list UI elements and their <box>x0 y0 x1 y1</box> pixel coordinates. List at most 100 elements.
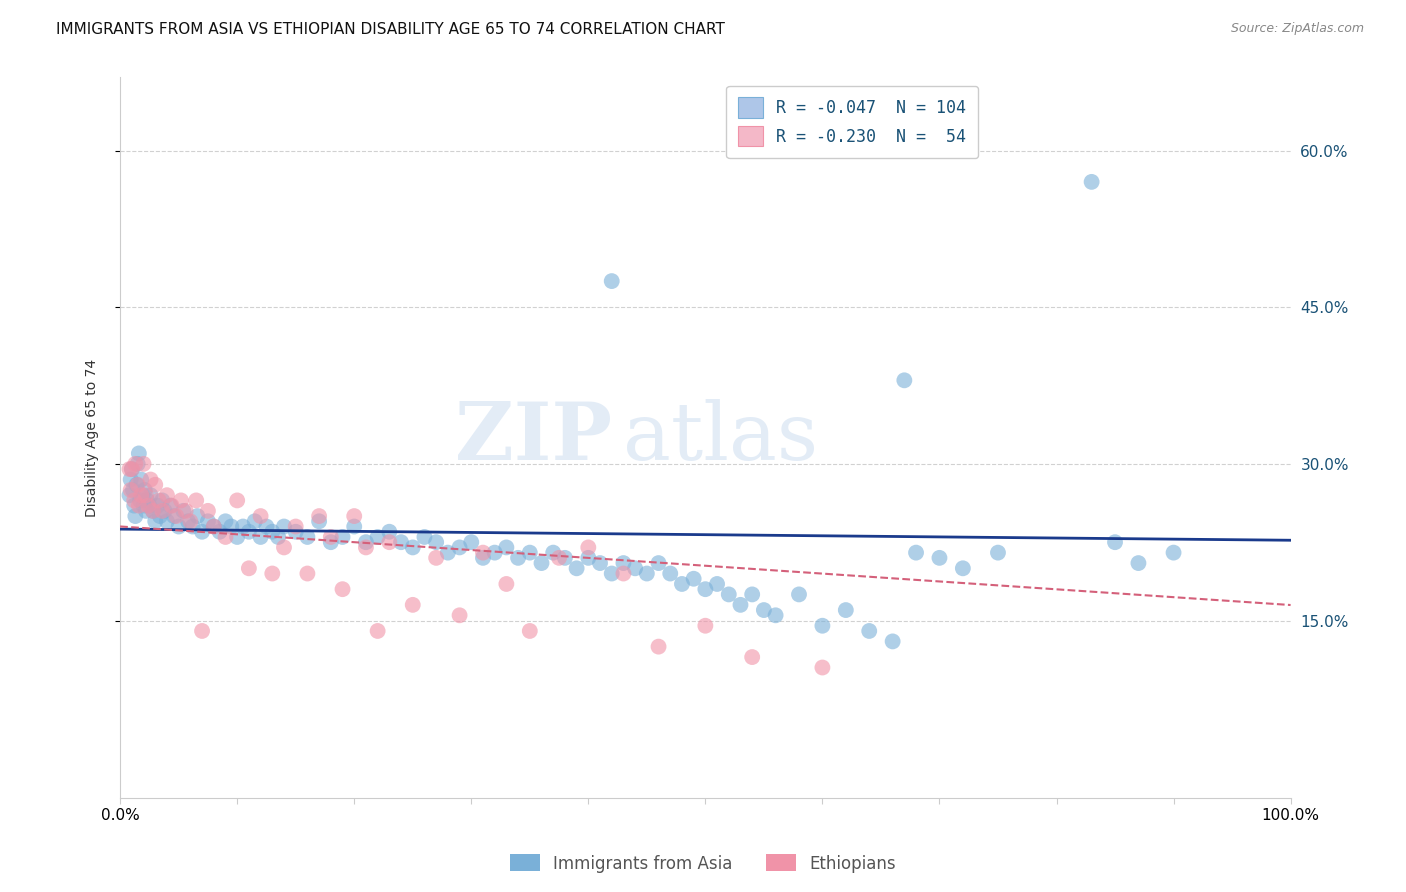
Point <box>1080 175 1102 189</box>
Point <box>148 493 170 508</box>
Point <box>186 509 208 524</box>
Point <box>519 624 541 638</box>
Point <box>682 572 704 586</box>
Point <box>554 550 576 565</box>
Point <box>177 514 200 528</box>
Point <box>273 541 295 555</box>
Point <box>354 541 377 555</box>
Point <box>752 603 775 617</box>
Point <box>519 546 541 560</box>
Point <box>139 473 162 487</box>
Point <box>811 660 834 674</box>
Text: atlas: atlas <box>623 399 818 476</box>
Point <box>600 566 623 581</box>
Point <box>128 446 150 460</box>
Point <box>297 566 319 581</box>
Point <box>484 546 506 560</box>
Point <box>706 577 728 591</box>
Point <box>565 561 588 575</box>
Point <box>131 488 153 502</box>
Point <box>576 541 599 555</box>
Point <box>150 493 173 508</box>
Point <box>143 477 166 491</box>
Y-axis label: Disability Age 65 to 74: Disability Age 65 to 74 <box>86 359 100 516</box>
Point <box>717 587 740 601</box>
Point <box>186 493 208 508</box>
Point <box>835 603 858 617</box>
Point <box>530 556 553 570</box>
Point <box>165 509 187 524</box>
Point <box>179 514 201 528</box>
Point <box>332 582 354 597</box>
Point <box>332 530 354 544</box>
Point <box>472 550 495 565</box>
Point <box>232 519 254 533</box>
Text: ZIP: ZIP <box>454 399 612 476</box>
Point <box>159 499 181 513</box>
Point <box>249 509 271 524</box>
Point <box>367 530 389 544</box>
Point <box>297 530 319 544</box>
Point <box>730 598 752 612</box>
Legend: R = -0.047  N = 104, R = -0.230  N =  54: R = -0.047 N = 104, R = -0.230 N = 54 <box>727 86 979 158</box>
Point <box>882 634 904 648</box>
Point <box>149 509 172 524</box>
Point <box>354 535 377 549</box>
Point <box>741 587 763 601</box>
Point <box>671 577 693 591</box>
Point <box>472 546 495 560</box>
Point <box>191 524 214 539</box>
Point <box>495 541 517 555</box>
Point <box>576 550 599 565</box>
Point <box>202 519 225 533</box>
Point <box>172 504 194 518</box>
Point <box>226 530 249 544</box>
Point <box>120 473 142 487</box>
Point <box>214 514 236 528</box>
Point <box>122 499 145 513</box>
Point <box>139 488 162 502</box>
Point <box>378 524 401 539</box>
Point <box>413 530 436 544</box>
Point <box>262 524 284 539</box>
Point <box>495 577 517 591</box>
Point <box>449 608 471 623</box>
Point <box>142 504 165 518</box>
Point <box>548 550 571 565</box>
Point <box>128 499 150 513</box>
Point <box>174 504 197 518</box>
Point <box>129 488 152 502</box>
Point <box>695 619 717 633</box>
Point <box>319 535 342 549</box>
Point <box>1163 546 1185 560</box>
Point <box>135 504 157 518</box>
Point <box>541 546 564 560</box>
Point <box>129 493 152 508</box>
Point <box>238 561 260 575</box>
Point <box>425 535 447 549</box>
Point <box>167 519 190 533</box>
Point <box>589 556 612 570</box>
Point <box>163 509 186 524</box>
Point <box>402 598 425 612</box>
Point <box>124 457 146 471</box>
Point <box>142 504 165 518</box>
Point <box>122 493 145 508</box>
Point <box>124 509 146 524</box>
Point <box>118 488 141 502</box>
Point <box>284 519 307 533</box>
Point <box>127 457 149 471</box>
Point <box>132 457 155 471</box>
Point <box>120 483 142 497</box>
Point <box>928 550 950 565</box>
Point <box>273 519 295 533</box>
Point <box>952 561 974 575</box>
Point <box>319 530 342 544</box>
Point <box>135 488 157 502</box>
Point <box>191 624 214 638</box>
Point <box>284 524 307 539</box>
Point <box>156 514 179 528</box>
Point <box>449 541 471 555</box>
Point <box>153 504 176 518</box>
Point <box>125 477 148 491</box>
